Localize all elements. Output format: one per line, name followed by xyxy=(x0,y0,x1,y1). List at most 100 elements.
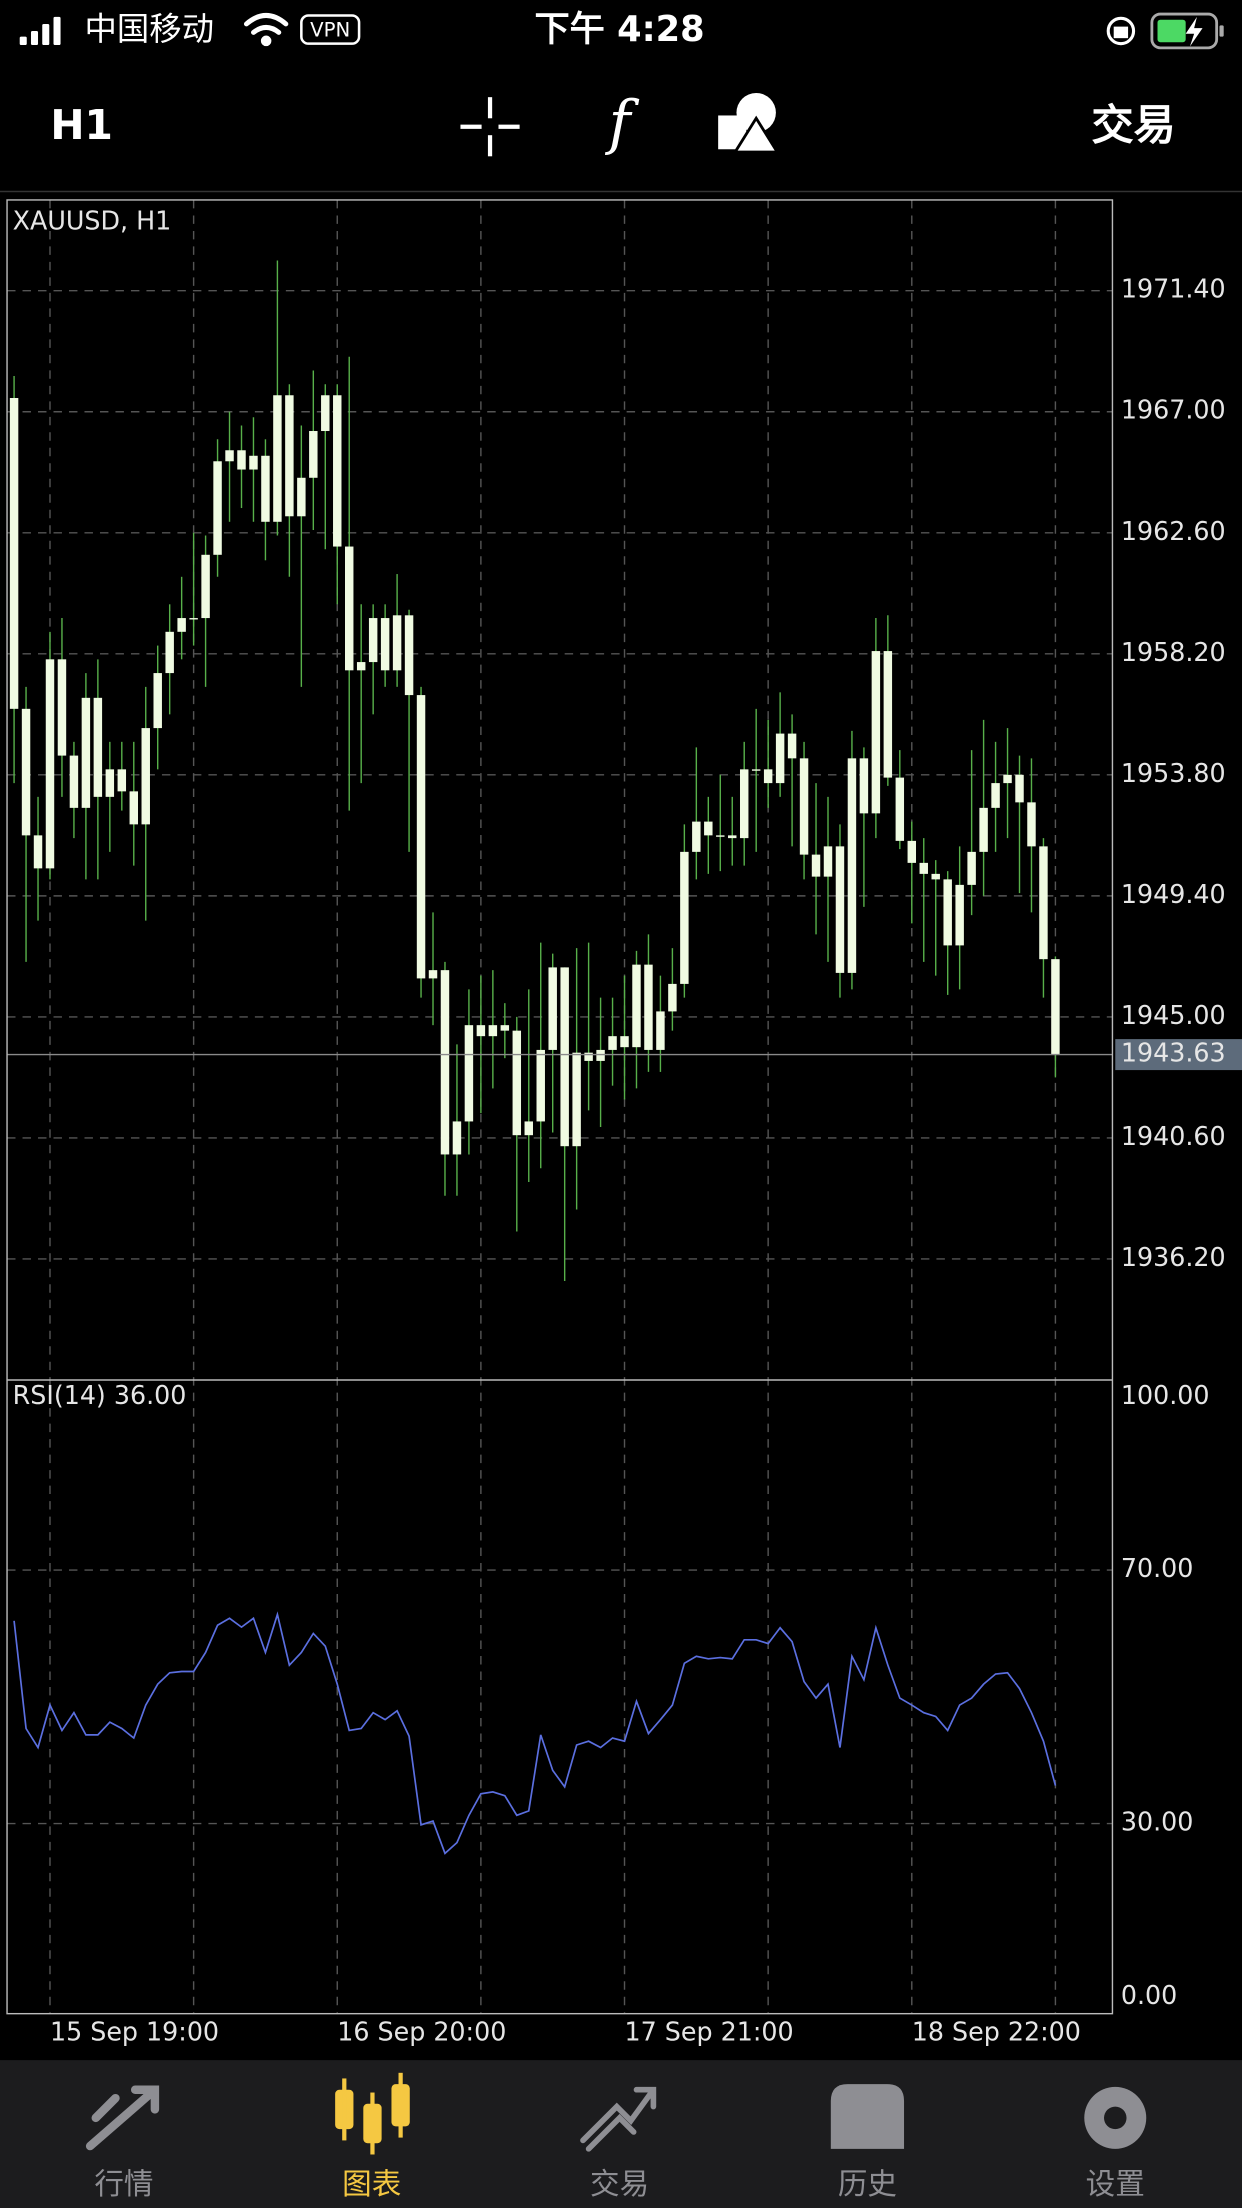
candle-body xyxy=(69,755,79,808)
candle-body xyxy=(739,769,749,839)
tab-label[interactable]: 交易 xyxy=(590,2167,649,2201)
candle-body xyxy=(835,846,845,973)
y-tick-label: 0.00 xyxy=(1121,1980,1177,2010)
candle-body xyxy=(285,395,294,517)
y-tick-label: 1953.80 xyxy=(1121,758,1226,788)
x-tick-label: 18 Sep 22:00 xyxy=(912,2016,1081,2046)
candle-body xyxy=(1015,774,1024,803)
candle-body xyxy=(943,879,952,946)
settings-icon[interactable] xyxy=(1084,2086,1147,2149)
candle-body xyxy=(572,1052,581,1147)
candle-body xyxy=(177,618,186,632)
x-tick-label: 15 Sep 19:00 xyxy=(50,2016,219,2046)
candle-body xyxy=(117,769,127,792)
quotes-icon[interactable] xyxy=(85,2085,160,2151)
plot-area: 1971.40 1967.00 1962.60 1958.20 1953.80 1949.… xyxy=(7,199,1242,2046)
candle-body xyxy=(799,758,809,855)
candle-body xyxy=(488,1025,498,1037)
candle-body xyxy=(249,455,258,470)
candle-body xyxy=(1003,774,1012,784)
candle-body xyxy=(500,1025,510,1031)
clock: 下午 4:28 xyxy=(535,9,705,50)
candle-body xyxy=(261,455,270,522)
chart-title: XAUUSD, H1 xyxy=(13,205,172,235)
signal-icon xyxy=(19,16,61,46)
candle-body xyxy=(704,821,713,836)
last-price-label: 1943.63 xyxy=(1121,1038,1226,1068)
chart-frame xyxy=(6,199,1114,2015)
history-icon[interactable] xyxy=(830,2084,905,2149)
candle-body xyxy=(356,662,366,671)
candle-body xyxy=(273,395,282,522)
tab-label[interactable]: 设置 xyxy=(1086,2167,1145,2201)
candle-body xyxy=(141,728,150,825)
candle-body xyxy=(93,697,103,797)
candle-body xyxy=(189,618,198,620)
wifi-icon xyxy=(243,13,289,47)
y-tick-label: 1958.20 xyxy=(1121,637,1226,667)
candle-body xyxy=(728,835,737,839)
candle-body xyxy=(787,733,797,759)
y-tick-label: 1967.00 xyxy=(1121,395,1226,425)
timeframe-button[interactable]: H1 xyxy=(50,101,113,149)
candle-body xyxy=(775,733,785,784)
trade-icon[interactable] xyxy=(580,2086,657,2152)
crosshair-button[interactable] xyxy=(460,97,520,157)
rotation-lock-icon xyxy=(1106,16,1136,46)
candle-body xyxy=(81,697,91,808)
candle-body xyxy=(548,967,557,1050)
candle-body xyxy=(404,615,414,696)
objects-button[interactable] xyxy=(718,92,780,154)
vpn-label: VPN xyxy=(310,18,350,41)
y-tick-label: 70.00 xyxy=(1121,1553,1194,1583)
candle-body xyxy=(991,783,1000,808)
candle-body xyxy=(392,615,402,671)
candle-body xyxy=(955,884,964,946)
candle-body xyxy=(644,964,653,1050)
candle-body xyxy=(1027,802,1036,847)
candle-body xyxy=(716,835,725,837)
candle-body xyxy=(440,970,450,1155)
tab-label[interactable]: 行情 xyxy=(94,2167,153,2201)
candle-body xyxy=(823,846,833,877)
y-tick-label: 1962.60 xyxy=(1121,516,1226,546)
candle-body xyxy=(201,554,210,619)
y-tick-label: 1940.60 xyxy=(1121,1121,1226,1151)
candle-body xyxy=(1051,959,1060,1055)
candle-body xyxy=(859,758,869,814)
rsi-line xyxy=(13,1611,1057,1855)
y-tick-label: 30.00 xyxy=(1121,1807,1194,1837)
candle-body xyxy=(668,983,677,1012)
rsi-title: RSI(14) 36.00 xyxy=(13,1380,187,1410)
candle-body xyxy=(811,854,821,877)
tab-bar xyxy=(0,2060,1242,2208)
candle-body xyxy=(751,769,761,771)
y-tick-label: 100.00 xyxy=(1121,1380,1210,1410)
candle-body xyxy=(895,777,905,841)
candle-body xyxy=(1039,846,1048,960)
x-tick-label: 17 Sep 21:00 xyxy=(625,2016,794,2046)
candle-body xyxy=(584,1052,593,1061)
candle-body xyxy=(345,546,354,671)
candle-body xyxy=(931,873,940,880)
candle-body xyxy=(656,1011,665,1050)
candle-body xyxy=(105,769,115,797)
candle-body xyxy=(847,758,857,973)
candle-body xyxy=(321,395,330,432)
battery-icon xyxy=(1150,12,1224,50)
candle-body xyxy=(620,1036,629,1048)
candle-body xyxy=(512,1030,522,1136)
candle-body xyxy=(309,431,318,478)
tab-labels: 行情 图表 交易 历史 设置 xyxy=(94,2167,1144,2201)
candle-body xyxy=(416,695,426,979)
carrier: 中国移动 xyxy=(84,10,214,48)
trade-button[interactable]: 交易 xyxy=(1091,101,1175,150)
tab-label[interactable]: 图表 xyxy=(342,2167,401,2201)
candle-body xyxy=(21,708,31,836)
candle-body xyxy=(428,970,438,979)
candle-body xyxy=(596,1049,605,1061)
chart-icon[interactable] xyxy=(335,2072,410,2155)
tab-label[interactable]: 历史 xyxy=(838,2167,897,2201)
